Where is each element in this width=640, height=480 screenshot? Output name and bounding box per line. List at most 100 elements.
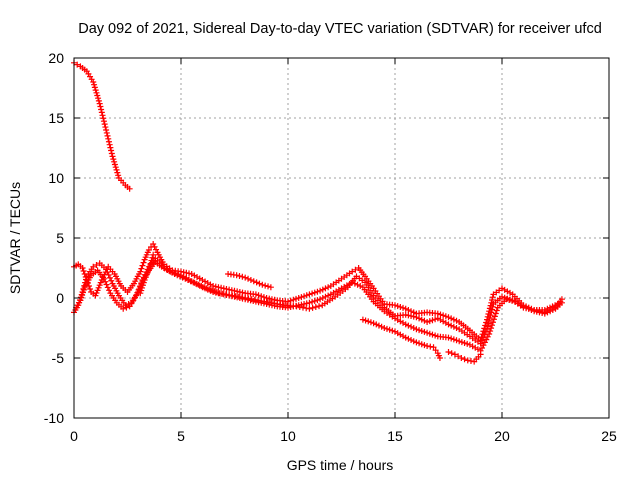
data-point [489, 319, 496, 326]
data-point [436, 355, 443, 361]
data-point [104, 132, 111, 139]
data-point [120, 305, 127, 312]
data-point [448, 322, 455, 329]
data-point [359, 316, 366, 323]
data-point [408, 323, 415, 330]
data-point [103, 129, 110, 136]
data-point [421, 328, 428, 335]
data-point [311, 289, 318, 296]
data-point [486, 315, 493, 321]
data-point [204, 286, 211, 293]
data-point [150, 251, 157, 258]
data-point [421, 317, 428, 324]
data-point [508, 297, 515, 304]
data-point [453, 317, 460, 324]
data-point [103, 127, 110, 133]
x-tick-label: 15 [387, 428, 403, 444]
data-point [322, 293, 329, 300]
data-point [90, 263, 97, 270]
data-point [113, 166, 120, 173]
data-point [316, 303, 323, 310]
data-point [239, 273, 246, 280]
data-point [405, 335, 412, 342]
data-point [484, 323, 491, 330]
data-point [262, 282, 269, 289]
data-point [97, 103, 104, 110]
data-point [145, 266, 152, 273]
data-point [95, 97, 102, 104]
data-point [489, 306, 496, 313]
data-point [487, 312, 494, 319]
data-point [370, 320, 377, 327]
data-point [421, 342, 428, 349]
x-tick-label: 20 [494, 428, 510, 444]
data-point [101, 121, 108, 128]
data-point [314, 297, 321, 304]
data-point [445, 334, 452, 341]
data-point [79, 265, 86, 271]
data-point [488, 325, 495, 332]
data-point [392, 302, 398, 309]
data-point [489, 303, 496, 310]
data-point [410, 325, 417, 331]
data-point [143, 271, 150, 278]
data-point [322, 285, 329, 292]
data-point [489, 294, 496, 301]
data-point [464, 340, 471, 347]
series-track-e [359, 316, 443, 361]
data-point [236, 273, 243, 279]
data-point [373, 321, 380, 328]
data-point [558, 299, 565, 306]
data-point [108, 147, 115, 154]
data-point [80, 268, 87, 274]
series-track-f [445, 349, 484, 365]
x-tick-label: 5 [177, 428, 185, 444]
data-point [480, 334, 487, 341]
data-point [202, 285, 209, 292]
data-point [199, 284, 206, 291]
data-point [141, 277, 148, 283]
data-point [293, 295, 300, 302]
data-point [453, 337, 460, 344]
data-point [253, 279, 260, 286]
y-tick-label: 20 [48, 50, 64, 66]
data-point [493, 307, 500, 314]
data-point [93, 262, 100, 268]
data-point [112, 164, 119, 171]
data-point [139, 284, 146, 291]
data-point [252, 291, 259, 298]
data-point [105, 135, 112, 142]
y-tick-label: 10 [48, 170, 64, 186]
data-point [91, 84, 98, 91]
data-point [144, 268, 151, 275]
series-track-h [137, 251, 157, 297]
data-point [104, 284, 111, 291]
data-point [306, 299, 313, 306]
data-point [437, 311, 444, 318]
data-point [448, 350, 455, 357]
data-point [450, 336, 457, 343]
data-point [100, 115, 107, 122]
y-tick-label: -5 [52, 350, 65, 366]
data-point [94, 92, 101, 99]
data-point [74, 61, 81, 68]
data-point [503, 296, 510, 303]
data-point [499, 293, 505, 300]
data-point [349, 279, 356, 286]
data-point [103, 266, 110, 273]
data-point [491, 313, 498, 320]
data-point [105, 271, 112, 278]
data-point [458, 355, 465, 361]
data-point [303, 292, 310, 299]
data-point [445, 349, 452, 355]
data-point [114, 169, 121, 176]
data-point [418, 316, 425, 323]
data-point [448, 335, 455, 342]
data-point [424, 319, 431, 325]
data-point [312, 304, 319, 310]
data-point [416, 340, 423, 347]
y-tick-label: 15 [48, 110, 64, 126]
data-point [325, 292, 332, 299]
data-point [429, 331, 436, 338]
data-point [137, 268, 144, 275]
